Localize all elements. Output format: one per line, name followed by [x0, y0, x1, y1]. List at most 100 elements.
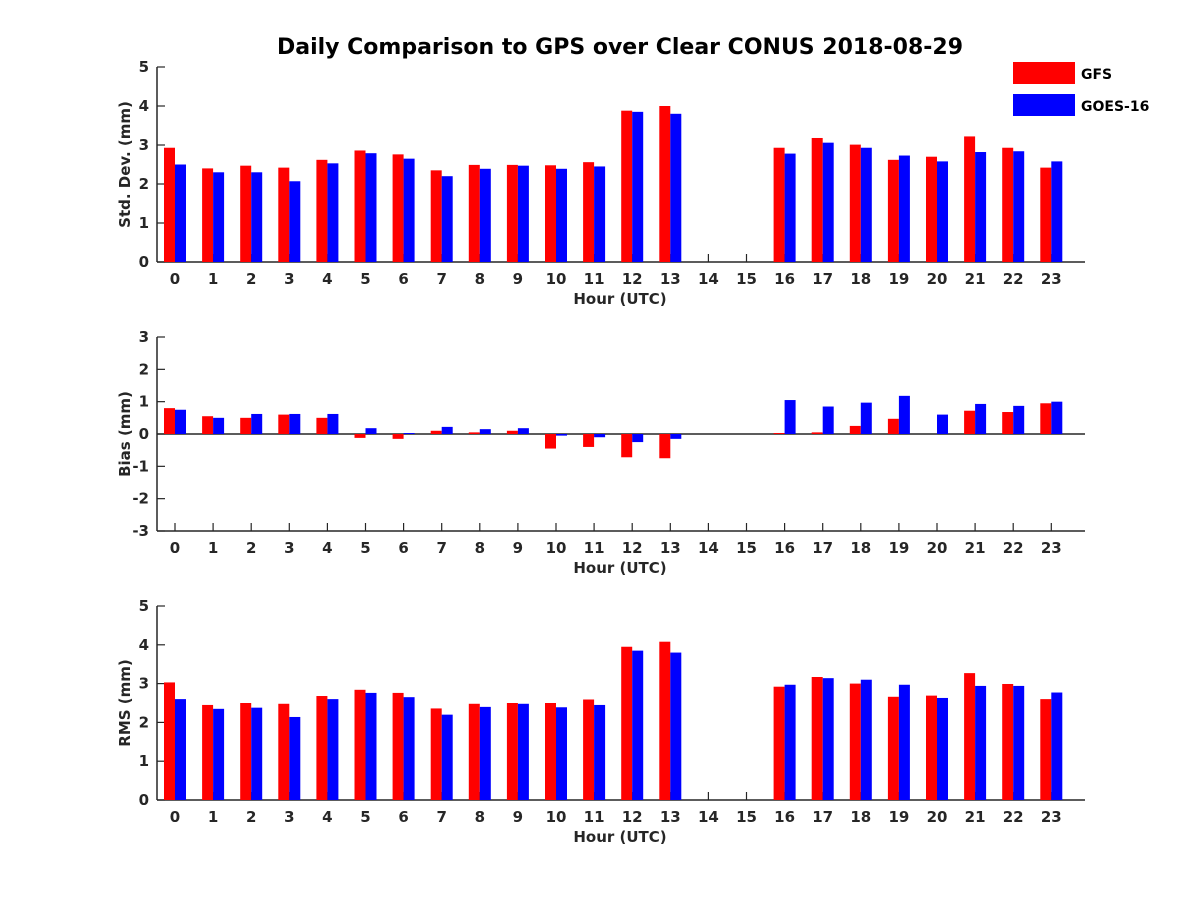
bias-bar-gfs-hour-0 [164, 408, 175, 434]
rms-y-tick-label: 2 [139, 713, 149, 731]
bias-x-tick-label: 15 [736, 539, 757, 557]
stddev-x-tick-label: 8 [475, 270, 485, 288]
bias-x-tick-label: 10 [546, 539, 567, 557]
bias-bar-goes16-hour-21 [975, 403, 987, 434]
rms-bar-goes16-hour-6 [403, 697, 415, 800]
rms-x-tick-label: 19 [888, 808, 909, 826]
bias-x-tick-label: 3 [284, 539, 294, 557]
stddev-bar-gfs-hour-23 [1040, 167, 1052, 262]
rms-bar-gfs-hour-10 [545, 703, 556, 800]
rms-x-tick-label: 6 [398, 808, 408, 826]
stddev-y-tick-label: 4 [139, 97, 149, 115]
stddev-x-tick-label: 17 [812, 270, 833, 288]
rms-bar-gfs-hour-8 [468, 703, 480, 800]
stddev-x-tick-label: 19 [888, 270, 909, 288]
bias-bar-gfs-hour-8 [468, 432, 480, 434]
bias-bar-goes16-hour-9 [517, 428, 529, 434]
rms-bar-gfs-hour-16 [773, 686, 785, 800]
stddev-y-tick-label: 2 [139, 175, 149, 193]
rms-x-tick-label: 3 [284, 808, 294, 826]
bias-x-tick-label: 7 [436, 539, 446, 557]
stddev-bar-gfs-hour-3 [278, 167, 290, 262]
stddev-bar-goes16-hour-12 [632, 111, 644, 262]
rms-y-tick-label: 0 [139, 791, 149, 809]
rms-bar-gfs-hour-19 [887, 696, 899, 800]
stddev-bar-goes16-hour-5 [365, 153, 377, 262]
rms-x-tick-label: 12 [622, 808, 643, 826]
rms-bar-gfs-hour-12 [621, 646, 633, 800]
stddev-bar-goes16-hour-11 [594, 166, 606, 262]
rms-bar-goes16-hour-19 [898, 684, 910, 800]
bias-bar-gfs-hour-9 [506, 430, 518, 434]
stddev-bar-goes16-hour-17 [822, 142, 834, 262]
stddev-x-tick-label: 13 [660, 270, 681, 288]
bias-x-tick-label: 16 [774, 539, 795, 557]
stddev-bar-gfs-hour-6 [392, 154, 404, 262]
legend-label-goes16: GOES-16 [1081, 99, 1149, 115]
bias-bar-goes16-hour-11 [594, 434, 606, 438]
stddev-bar-gfs-hour-13 [659, 106, 671, 262]
legend-label-gfs: GFS [1081, 67, 1112, 83]
bias-bar-gfs-hour-12 [621, 434, 633, 458]
rms-bar-gfs-hour-0 [164, 682, 175, 800]
bias-bar-goes16-hour-3 [289, 413, 301, 434]
rms-bar-goes16-hour-4 [327, 699, 339, 800]
stddev-bar-gfs-hour-8 [468, 164, 480, 262]
stddev-y-tick-label: 0 [139, 253, 149, 271]
rms-x-tick-label: 9 [513, 808, 523, 826]
stddev-bar-goes16-hour-3 [289, 181, 301, 262]
bias-x-tick-label: 20 [927, 539, 948, 557]
rms-bar-goes16-hour-17 [822, 678, 834, 800]
bias-bar-gfs-hour-16 [773, 433, 785, 434]
rms-x-tick-label: 2 [246, 808, 256, 826]
rms-bar-goes16-hour-8 [479, 706, 491, 800]
stddev-bar-goes16-hour-16 [784, 153, 796, 262]
rms-x-tick-label: 20 [927, 808, 948, 826]
bias-bar-gfs-hour-4 [316, 417, 328, 434]
bias-y-tick-label: 3 [139, 328, 149, 346]
rms-bar-gfs-hour-11 [583, 699, 595, 800]
stddev-x-tick-label: 11 [584, 270, 605, 288]
rms-x-tick-label: 8 [475, 808, 485, 826]
rms-bar-goes16-hour-20 [937, 697, 948, 800]
bias-bar-goes16-hour-2 [251, 413, 263, 434]
bias-x-axis-label: Hour (UTC) [573, 559, 666, 577]
rms-x-tick-label: 0 [170, 808, 180, 826]
stddev-bar-gfs-hour-19 [887, 159, 899, 262]
rms-bar-goes16-hour-16 [784, 684, 796, 800]
rms-bar-goes16-hour-18 [860, 679, 872, 800]
stddev-bar-gfs-hour-22 [1002, 147, 1014, 262]
bias-x-tick-label: 14 [698, 539, 719, 557]
stddev-x-tick-label: 6 [398, 270, 408, 288]
bias-y-tick-label: 1 [139, 393, 149, 411]
stddev-x-tick-label: 2 [246, 270, 256, 288]
stddev-bar-gfs-hour-4 [316, 159, 328, 262]
bias-x-tick-label: 21 [965, 539, 986, 557]
bias-bar-gfs-hour-10 [545, 434, 556, 449]
bias-x-tick-label: 12 [622, 539, 643, 557]
stddev-bar-gfs-hour-7 [430, 170, 442, 262]
stddev-bar-goes16-hour-22 [1013, 151, 1025, 262]
bias-bar-goes16-hour-13 [670, 434, 682, 439]
bias-x-tick-label: 17 [812, 539, 833, 557]
rms-x-tick-label: 21 [965, 808, 986, 826]
rms-y-axis-label: RMS (mm) [116, 659, 134, 746]
stddev-bar-goes16-hour-21 [975, 152, 987, 262]
rms-x-tick-label: 23 [1041, 808, 1062, 826]
stddev-bar-gfs-hour-12 [621, 110, 633, 263]
stddev-bar-gfs-hour-9 [506, 164, 518, 262]
stddev-x-tick-label: 22 [1003, 270, 1024, 288]
rms-bar-gfs-hour-6 [392, 692, 404, 800]
bias-y-tick-label: 2 [139, 360, 149, 378]
rms-x-tick-label: 15 [736, 808, 757, 826]
rms-bar-gfs-hour-13 [659, 641, 671, 800]
rms-x-tick-label: 4 [322, 808, 332, 826]
stddev-y-tick-label: 5 [139, 58, 149, 76]
stddev-bar-goes16-hour-13 [670, 113, 682, 262]
rms-bar-goes16-hour-23 [1051, 692, 1063, 800]
stddev-x-axis-label: Hour (UTC) [573, 290, 666, 308]
stddev-bar-goes16-hour-19 [898, 155, 910, 262]
rms-bar-goes16-hour-3 [289, 716, 301, 800]
stddev-x-tick-label: 1 [208, 270, 218, 288]
